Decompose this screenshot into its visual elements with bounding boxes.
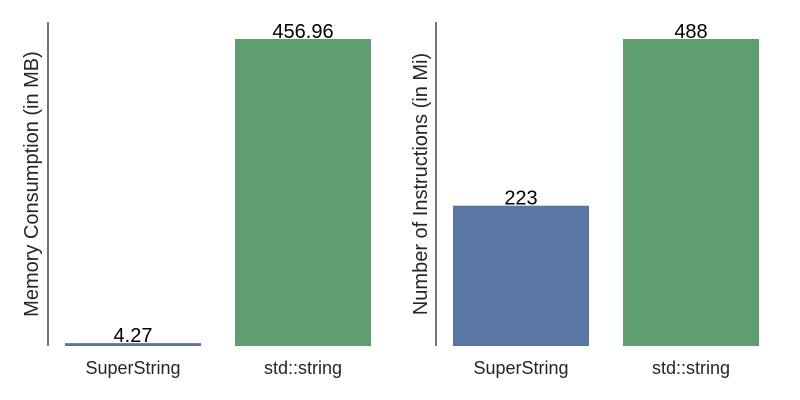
y-axis-label-1: Memory Consumption (in MB): [21, 51, 43, 317]
x-tick-label-1-1: SuperString: [85, 358, 180, 378]
bar-2-1: [453, 205, 589, 346]
y-axis-label-2: Number of Instructions (in Mi): [410, 53, 432, 315]
bar-1-2: [235, 39, 371, 346]
bar-1-1: [65, 343, 201, 346]
bar-2-2: [623, 39, 759, 346]
x-tick-label-1-2: std::string: [264, 358, 342, 378]
value-label-2-2: 488: [674, 21, 707, 43]
value-label-1-2: 456.96: [272, 21, 333, 43]
x-tick-label-2-2: std::string: [652, 358, 730, 378]
x-tick-label-2-1: SuperString: [473, 358, 568, 378]
value-label-2-1: 223: [504, 188, 537, 210]
value-label-1-1: 4.27: [114, 325, 153, 347]
